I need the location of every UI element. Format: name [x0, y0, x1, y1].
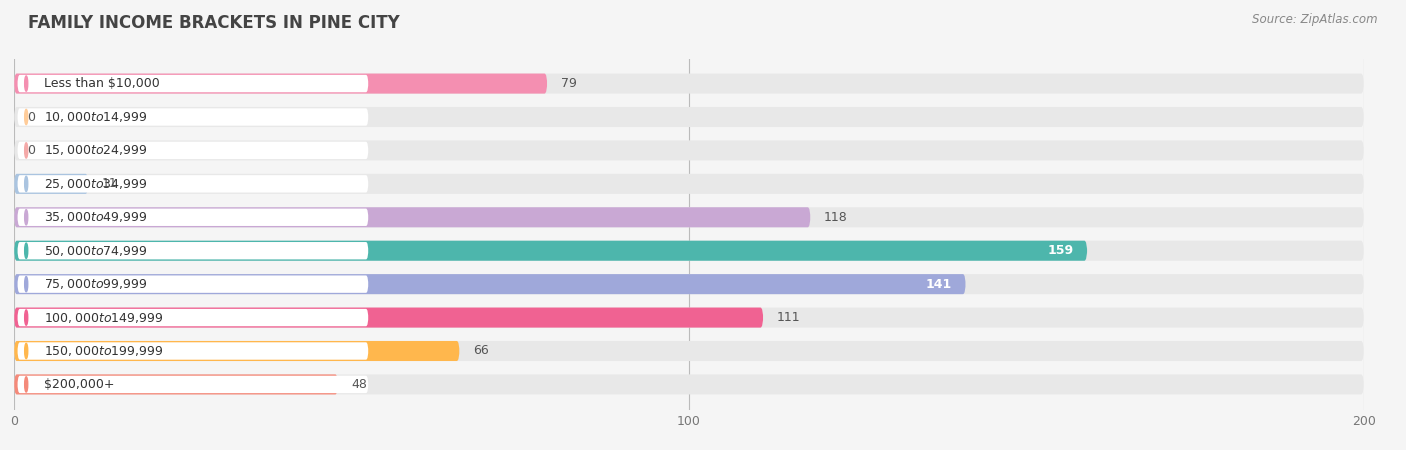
Text: 0: 0 [28, 111, 35, 123]
Text: 111: 111 [776, 311, 800, 324]
FancyBboxPatch shape [17, 175, 368, 193]
Text: $50,000 to $74,999: $50,000 to $74,999 [45, 244, 148, 258]
FancyBboxPatch shape [14, 241, 1364, 261]
FancyBboxPatch shape [14, 307, 763, 328]
FancyBboxPatch shape [17, 376, 368, 393]
Text: $150,000 to $199,999: $150,000 to $199,999 [45, 344, 165, 358]
Text: FAMILY INCOME BRACKETS IN PINE CITY: FAMILY INCOME BRACKETS IN PINE CITY [28, 14, 399, 32]
FancyBboxPatch shape [14, 174, 89, 194]
FancyBboxPatch shape [14, 374, 337, 395]
FancyBboxPatch shape [17, 209, 368, 226]
FancyBboxPatch shape [17, 75, 368, 92]
FancyBboxPatch shape [17, 275, 368, 293]
Text: 0: 0 [28, 144, 35, 157]
Circle shape [25, 176, 28, 192]
FancyBboxPatch shape [17, 108, 368, 126]
Text: $100,000 to $149,999: $100,000 to $149,999 [45, 310, 165, 324]
Circle shape [25, 143, 28, 158]
Circle shape [25, 76, 28, 91]
Text: Source: ZipAtlas.com: Source: ZipAtlas.com [1253, 14, 1378, 27]
Circle shape [25, 243, 28, 258]
Text: 48: 48 [352, 378, 367, 391]
Text: $15,000 to $24,999: $15,000 to $24,999 [45, 144, 148, 158]
Circle shape [25, 276, 28, 292]
FancyBboxPatch shape [14, 207, 810, 227]
FancyBboxPatch shape [14, 107, 1364, 127]
Circle shape [25, 343, 28, 359]
Text: 11: 11 [101, 177, 118, 190]
Text: $75,000 to $99,999: $75,000 to $99,999 [45, 277, 148, 291]
FancyBboxPatch shape [14, 241, 1087, 261]
FancyBboxPatch shape [14, 307, 1364, 328]
FancyBboxPatch shape [14, 73, 547, 94]
Text: $25,000 to $34,999: $25,000 to $34,999 [45, 177, 148, 191]
Text: 141: 141 [927, 278, 952, 291]
Text: 79: 79 [561, 77, 576, 90]
Text: $10,000 to $14,999: $10,000 to $14,999 [45, 110, 148, 124]
Text: $35,000 to $49,999: $35,000 to $49,999 [45, 210, 148, 224]
FancyBboxPatch shape [14, 174, 1364, 194]
Circle shape [25, 377, 28, 392]
FancyBboxPatch shape [14, 274, 966, 294]
Circle shape [25, 310, 28, 325]
FancyBboxPatch shape [14, 207, 1364, 227]
Circle shape [25, 109, 28, 125]
FancyBboxPatch shape [14, 140, 1364, 161]
FancyBboxPatch shape [14, 341, 460, 361]
Text: 159: 159 [1047, 244, 1074, 257]
FancyBboxPatch shape [17, 242, 368, 259]
FancyBboxPatch shape [14, 73, 1364, 94]
FancyBboxPatch shape [14, 341, 1364, 361]
FancyBboxPatch shape [17, 309, 368, 326]
FancyBboxPatch shape [14, 374, 1364, 395]
FancyBboxPatch shape [17, 342, 368, 360]
Circle shape [25, 210, 28, 225]
Text: $200,000+: $200,000+ [45, 378, 115, 391]
FancyBboxPatch shape [17, 142, 368, 159]
FancyBboxPatch shape [14, 274, 1364, 294]
Text: Less than $10,000: Less than $10,000 [45, 77, 160, 90]
Text: 118: 118 [824, 211, 848, 224]
Text: 66: 66 [472, 345, 489, 357]
